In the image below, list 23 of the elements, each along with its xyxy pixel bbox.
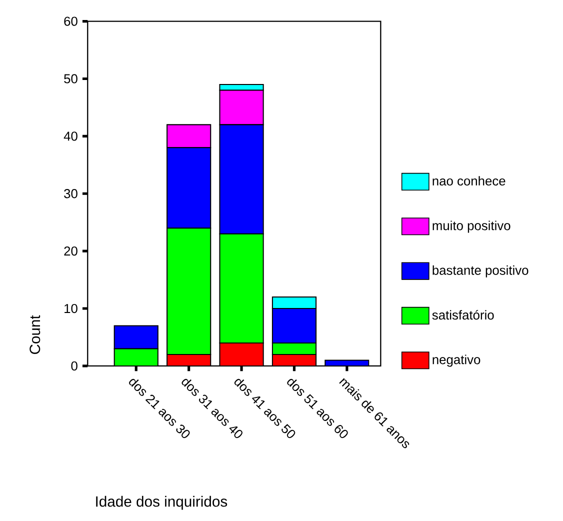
x-axis-title: Idade dos inquiridos <box>96 496 228 510</box>
y-tick-label: 30 <box>64 189 78 198</box>
y-tick-label: 0 <box>71 361 78 371</box>
bar <box>166 228 212 356</box>
legend-label: bastante positivo <box>432 265 528 278</box>
y-tick-label: 40 <box>64 132 78 141</box>
bar <box>219 124 264 234</box>
bar <box>272 296 317 310</box>
bar <box>272 308 317 344</box>
y-axis-title: Count <box>30 315 40 354</box>
y-tick-label: 60 <box>64 16 78 26</box>
y-tick-label: 20 <box>64 246 78 256</box>
bar <box>166 147 212 229</box>
bar <box>114 348 158 366</box>
legend-label: muito positivo <box>432 220 510 233</box>
bar <box>219 342 264 366</box>
legend-label: negativo <box>432 354 480 367</box>
y-tick-label: 10 <box>64 304 78 314</box>
bar <box>219 233 264 344</box>
bar <box>114 325 158 350</box>
legend-label: nao conhece <box>432 176 506 186</box>
y-tick-label: 50 <box>64 74 78 84</box>
legend-label: satisfatório <box>432 310 494 320</box>
